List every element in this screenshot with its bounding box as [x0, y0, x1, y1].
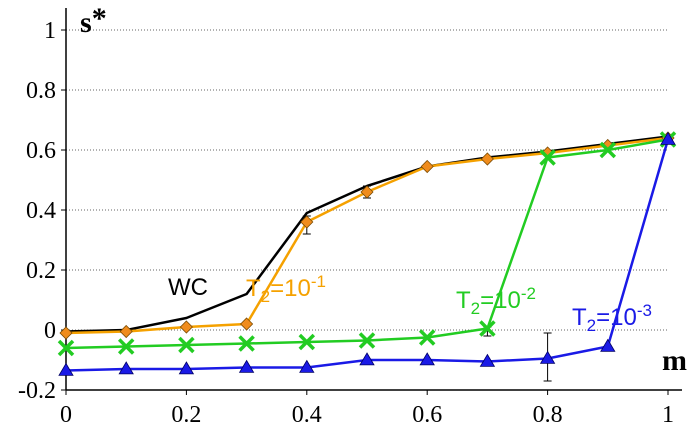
series-label-subscript: 2 [471, 299, 480, 318]
data-point [59, 326, 73, 340]
data-point-stroke [418, 329, 436, 346]
tick-labels: -0.200.20.40.60.810 0.2 0.4 0.6 0.8 1 [18, 18, 674, 428]
data-point [178, 336, 195, 354]
data-point [600, 338, 616, 352]
series-label-base: =10 [270, 275, 311, 302]
data-point-stroke [539, 149, 556, 166]
series-label-main: T [572, 304, 587, 331]
x-tick-label: 0.6 [412, 402, 442, 428]
x-tick-label: 1 [662, 402, 674, 428]
data-point [599, 141, 617, 159]
y-tick-label: 0.6 [26, 138, 56, 164]
data-point [358, 332, 376, 349]
axes [61, 8, 682, 395]
series-lines [57, 131, 677, 382]
data-point-stroke [358, 332, 376, 349]
y-tick-label: 0.4 [26, 198, 56, 224]
data-point [117, 338, 135, 355]
data-point [300, 215, 314, 229]
series-label-base: =10 [596, 304, 637, 331]
data-point-stroke [479, 320, 496, 337]
series-label-0: WC [168, 274, 208, 301]
y-axis-title-star: * [92, 2, 107, 35]
data-point [238, 359, 255, 373]
data-point [240, 317, 254, 331]
data-point-stroke [599, 141, 617, 159]
y-tick-label: 0 [44, 318, 56, 344]
series-label-superscript: -3 [637, 301, 652, 320]
x-tick-label: 0 [60, 402, 72, 428]
data-point-stroke [238, 335, 255, 352]
y-tick-label: 0.8 [26, 78, 56, 104]
y-axis-title: s* [80, 2, 107, 39]
data-point [480, 152, 494, 166]
x-axis-title: m [662, 344, 687, 377]
series-label-main: T [246, 275, 261, 302]
data-point [418, 329, 436, 346]
data-point [57, 339, 75, 357]
data-point [539, 149, 556, 166]
data-point [118, 361, 134, 375]
series-label-main: T [456, 287, 471, 314]
data-point-stroke [298, 333, 316, 351]
data-point [420, 159, 434, 174]
data-point-stroke [57, 339, 75, 357]
series-label-3: T2=10-3 [572, 301, 652, 335]
x-tick-label: 0.2 [171, 402, 201, 428]
y-tick-label: 0.2 [26, 258, 56, 284]
data-point [238, 335, 255, 352]
series-label-base: =10 [480, 287, 521, 314]
x-tick-label: 0.4 [292, 402, 322, 428]
data-point [298, 333, 316, 351]
series-line-0 [65, 135, 669, 333]
data-point-stroke [117, 338, 135, 355]
data-point [479, 353, 496, 367]
data-point [539, 350, 556, 364]
data-point [359, 352, 375, 366]
data-point [419, 352, 435, 366]
series-labels: WC T2=10-1T2=10-2T2=10-3 [168, 272, 652, 335]
series-label-subscript: 2 [587, 316, 596, 335]
data-point [58, 362, 74, 376]
data-point [360, 185, 374, 199]
data-point [299, 359, 315, 373]
x-tick-label: 0.8 [533, 402, 563, 428]
series-label-1: T2=10-1 [246, 272, 326, 306]
data-point [119, 324, 133, 339]
data-point-stroke [178, 336, 195, 354]
data-point [179, 320, 193, 334]
data-point [660, 131, 676, 145]
series-label-superscript: -1 [311, 272, 326, 291]
y-tick-label: 1 [44, 18, 56, 44]
y-tick-label: -0.2 [18, 378, 56, 404]
series-label-subscript: 2 [261, 287, 270, 306]
data-point [178, 361, 195, 375]
data-point [479, 320, 496, 337]
grid-lines [66, 29, 668, 331]
series-line-3 [65, 139, 670, 372]
series-label-2: T2=10-2 [456, 284, 536, 318]
series-label-superscript: -2 [521, 284, 536, 303]
